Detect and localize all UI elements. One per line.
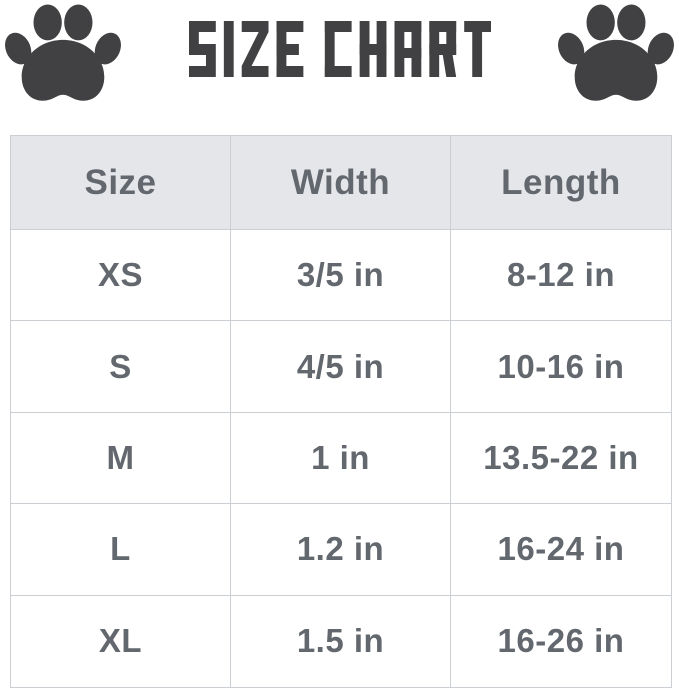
cell-size-m: M xyxy=(11,412,231,505)
cell-size-s: S xyxy=(11,321,231,413)
cell-length-xs: 8-12 in xyxy=(451,230,671,322)
cell-size-l: L xyxy=(11,504,231,596)
cell-length-l: 16-24 in xyxy=(451,504,671,596)
page-title: SIZE CHART xyxy=(189,21,491,77)
cell-length-m: 13.5-22 in xyxy=(451,413,671,505)
column-header-width: Width xyxy=(231,136,451,230)
cell-length-s: 10-16 in xyxy=(451,321,671,413)
cell-size-xs: XS xyxy=(11,230,231,322)
size-chart-table: Size Width Length XS 3/5 in 8-12 in S 4/… xyxy=(10,135,672,688)
paw-icon xyxy=(557,4,675,104)
column-header-size: Size xyxy=(11,136,231,230)
cell-width-xl: 1.5 in xyxy=(231,595,451,687)
cell-width-s: 4/5 in xyxy=(231,321,451,413)
cell-width-xs: 3/5 in xyxy=(231,230,451,322)
paw-icon xyxy=(4,4,122,104)
column-header-length: Length xyxy=(451,136,671,230)
cell-length-xl: 16-26 in xyxy=(497,622,625,660)
cell-width-m: 1 in xyxy=(231,412,451,505)
cell-size-xl: XL xyxy=(11,595,231,687)
cell-width-l: 1.2 in xyxy=(231,504,451,596)
